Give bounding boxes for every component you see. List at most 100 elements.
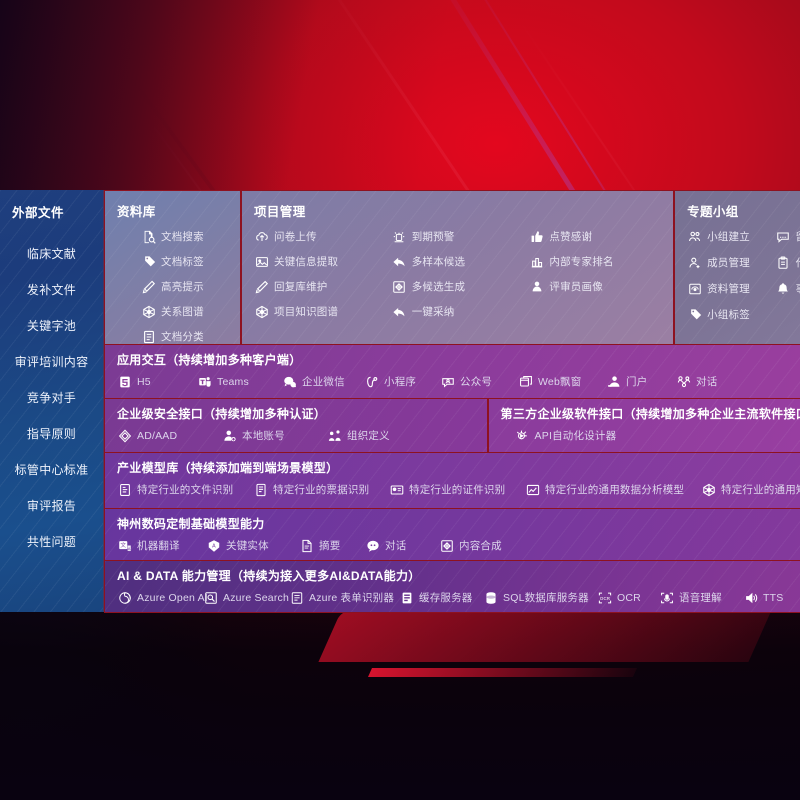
ind-item-label: 特定行业的通用知识图谱模型 <box>721 484 800 496</box>
ai-item-label: 语音理解 <box>679 592 722 604</box>
row-app-interaction: 应用交互（持续增加多种客户端） H5 Teams <box>104 345 800 399</box>
ind-item-id-recognition[interactable]: 特定行业的证件识别 <box>389 482 525 497</box>
sidebar-item-guiding-principles[interactable]: 指导原则 <box>26 426 77 441</box>
ind-item-receipt-recognition[interactable]: 特定行业的票据识别 <box>253 482 389 497</box>
tg-item-material-management[interactable]: 资料管理 <box>687 281 772 296</box>
pm-item-questionnaire-upload[interactable]: 问卷上传 <box>254 229 388 244</box>
data-analysis-icon <box>525 482 540 497</box>
pm-item-reply-library-maintenance[interactable]: 回复库维护 <box>254 279 388 294</box>
kb-item-highlight[interactable]: 高亮提示 <box>141 279 230 294</box>
pm-item-multi-sample-candidates[interactable]: 多样本候选 <box>392 254 526 269</box>
app-item-dialog[interactable]: 对话 <box>676 374 717 389</box>
kb-item-document-classification[interactable]: 文档分类 <box>141 329 230 344</box>
sidebar-item-competitors[interactable]: 竞争对手 <box>26 390 77 405</box>
app-item-official-account[interactable]: 公众号 <box>440 374 518 389</box>
kb-item-document-search[interactable]: 文档搜索 <box>141 229 230 244</box>
expand-grid-icon <box>439 538 454 553</box>
pm-item-label: 问卷上传 <box>274 231 317 243</box>
tg-item-label: 成员管理 <box>707 257 750 269</box>
kb-item-relation-graph[interactable]: 关系图谱 <box>141 304 230 319</box>
background-red-bar <box>367 668 638 677</box>
diagram-body: 资料库 文档搜索 文档标签 <box>104 190 800 613</box>
app-item-web-float-window[interactable]: Web飘窗 <box>518 374 606 389</box>
html5-icon <box>117 374 132 389</box>
sidebar-item-clinical-literature[interactable]: 临床文献 <box>26 246 77 261</box>
app-item-h5[interactable]: H5 <box>117 374 197 389</box>
ai-item-label: OCR <box>617 591 641 604</box>
sidebar-item-common-issues[interactable]: 共性问题 <box>26 534 77 549</box>
tg-item-message-board[interactable]: 留言板 <box>776 229 800 244</box>
pm-item-label: 回复库维护 <box>274 281 328 293</box>
tg-item-group-create[interactable]: 小组建立 <box>687 229 772 244</box>
ai-item-ocr[interactable]: OCR OCR <box>597 590 659 605</box>
pm-item-internal-expert-ranking[interactable]: 内部专家排名 <box>529 254 663 269</box>
knowledge-base-item-list: 文档搜索 文档标签 高亮提示 <box>117 229 230 344</box>
base-item-label: 摘要 <box>319 540 341 552</box>
base-item-label: 对话 <box>385 540 407 552</box>
sidebar-item-standards-center[interactable]: 标管中心标准 <box>14 462 89 477</box>
pm-item-project-knowledge-graph[interactable]: 项目知识图谱 <box>254 304 388 319</box>
azure-search-icon <box>203 590 218 605</box>
kb-item-document-tag[interactable]: 文档标签 <box>141 254 230 269</box>
sec-item-ad-aad[interactable]: AD/AAD <box>117 428 222 443</box>
person-add-icon <box>687 255 702 270</box>
tag-icon <box>687 307 702 322</box>
sidebar-item-review-training[interactable]: 审评培训内容 <box>14 354 89 369</box>
document-search-icon <box>141 229 156 244</box>
tg-item-group-tag[interactable]: 小组标签 <box>687 307 772 322</box>
ai-item-label: Azure 表单识别器 <box>309 592 395 604</box>
base-item-key-entity[interactable]: A 关键实体 <box>206 538 299 553</box>
upper-left-panels: 资料库 文档搜索 文档标签 <box>104 190 800 345</box>
ai-item-speech-understanding[interactable]: 语音理解 <box>659 590 743 605</box>
ai-item-cache-server[interactable]: 缓存服务器 <box>399 590 483 605</box>
base-item-summary[interactable]: 摘要 <box>299 538 365 553</box>
ai-item-azure-openai[interactable]: Azure Open AI <box>117 590 208 605</box>
sidebar-list: 临床文献 发补文件 关键字池 审评培训内容 竞争对手 指导原则 标管中心标准 审… <box>0 235 103 559</box>
ind-item-data-analysis-model[interactable]: 特定行业的通用数据分析模型 <box>525 482 701 497</box>
app-item-teams[interactable]: Teams <box>197 374 282 389</box>
tg-item-label: 小组建立 <box>707 231 750 243</box>
pm-item-expiry-warning[interactable]: 到期预警 <box>392 229 526 244</box>
ai-item-form-recognizer[interactable]: Azure 表单识别器 <box>289 590 399 605</box>
pen-maintain-icon <box>254 279 269 294</box>
tg-item-todo-list[interactable]: 代办列表 <box>776 255 800 270</box>
pm-item-reviewer-portrait[interactable]: 评审员画像 <box>529 279 663 294</box>
ai-item-tts[interactable]: TTS <box>743 590 783 605</box>
ind-item-file-recognition[interactable]: 特定行业的文件识别 <box>117 482 253 497</box>
api-gear-icon <box>515 428 530 443</box>
topic-group-item-grid: 小组建立 留言板 成员管理 <box>687 229 800 322</box>
sec-item-local-account[interactable]: 本地账号 <box>222 428 327 443</box>
ai-item-sql-database-server[interactable]: SQL数据库服务器 <box>483 590 597 605</box>
upper-panels-band: 资料库 文档搜索 文档标签 <box>104 190 800 345</box>
ai-item-azure-search[interactable]: Azure Search <box>203 590 289 605</box>
pm-item-key-info-extraction[interactable]: 关键信息提取 <box>254 254 388 269</box>
third-item-api-designer[interactable]: API自动化设计器 <box>515 428 617 443</box>
person-portrait-icon <box>529 279 544 294</box>
app-item-miniprogram[interactable]: 小程序 <box>364 374 440 389</box>
panel-topic-group: 专题小组 小组建立 留言板 <box>674 190 800 345</box>
app-item-portal[interactable]: 门户 <box>606 374 676 389</box>
base-item-label: 内容合成 <box>459 540 502 552</box>
pm-item-one-click-adopt[interactable]: 一键采纳 <box>392 304 526 319</box>
base-item-content-synthesis[interactable]: 内容合成 <box>439 538 502 553</box>
pm-item-multi-candidate-generation[interactable]: 多候选生成 <box>392 279 526 294</box>
pm-item-thanks-like[interactable]: 点赞感谢 <box>529 229 663 244</box>
industry-model-items: 特定行业的文件识别 特定行业的票据识别 特定行业的证件识别 <box>117 482 800 497</box>
expand-grid-icon <box>392 279 407 294</box>
sec-item-org-definition[interactable]: 组织定义 <box>327 428 390 443</box>
sidebar-item-keyword-pool[interactable]: 关键字池 <box>26 318 77 333</box>
sidebar-item-review-report[interactable]: 审评报告 <box>26 498 77 513</box>
ind-item-knowledge-graph-model[interactable]: 特定行业的通用知识图谱模型 <box>701 482 800 497</box>
project-management-item-grid: 问卷上传 到期预警 点赞感谢 <box>254 229 663 319</box>
kb-item-label: 文档分类 <box>161 331 204 343</box>
tg-item-member-management[interactable]: 成员管理 <box>687 255 772 270</box>
sidebar-item-supplement-files[interactable]: 发补文件 <box>26 282 77 297</box>
tg-item-event-reminder[interactable]: 事项提醒 <box>776 281 800 296</box>
base-item-dialog[interactable]: 对话 <box>365 538 439 553</box>
ind-item-label: 特定行业的文件识别 <box>137 484 234 496</box>
file-recognition-icon <box>117 482 132 497</box>
ai-item-label: Azure Open AI <box>137 591 208 604</box>
app-item-wecom[interactable]: 企业微信 <box>282 374 364 389</box>
